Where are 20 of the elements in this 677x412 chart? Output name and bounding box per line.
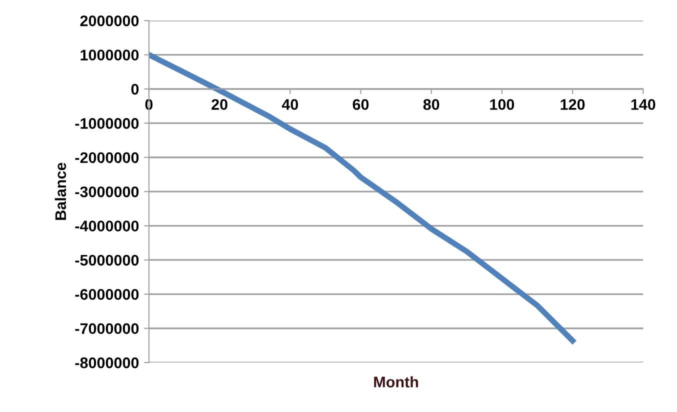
y-tick-label: -7000000	[75, 323, 139, 334]
x-tick-label: 100	[490, 99, 514, 110]
y-tick-label: -2000000	[75, 152, 139, 164]
y-tick-label: -1000000	[75, 118, 139, 129]
y-tick-label: -8000000	[75, 357, 139, 368]
x-tick-label: 140	[631, 99, 656, 110]
y-axis-title: Balance	[54, 162, 66, 220]
x-tick-label: 120	[560, 99, 585, 110]
x-tick-label: 60	[352, 99, 369, 110]
y-tick-label: 2000000	[80, 15, 139, 26]
y-tick-label: -4000000	[75, 220, 139, 232]
y-tick-label: -3000000	[75, 186, 139, 198]
y-tick-label: 1000000	[80, 50, 139, 60]
x-tick-label: 80	[423, 99, 440, 110]
x-tick-label: 40	[282, 99, 298, 110]
y-tick-label: -6000000	[75, 289, 139, 300]
y-tick-label: 0	[131, 84, 139, 95]
y-tick-label: -5000000	[75, 254, 139, 266]
x-axis-title: Month	[374, 376, 418, 388]
x-tick-label: 20	[212, 99, 228, 110]
